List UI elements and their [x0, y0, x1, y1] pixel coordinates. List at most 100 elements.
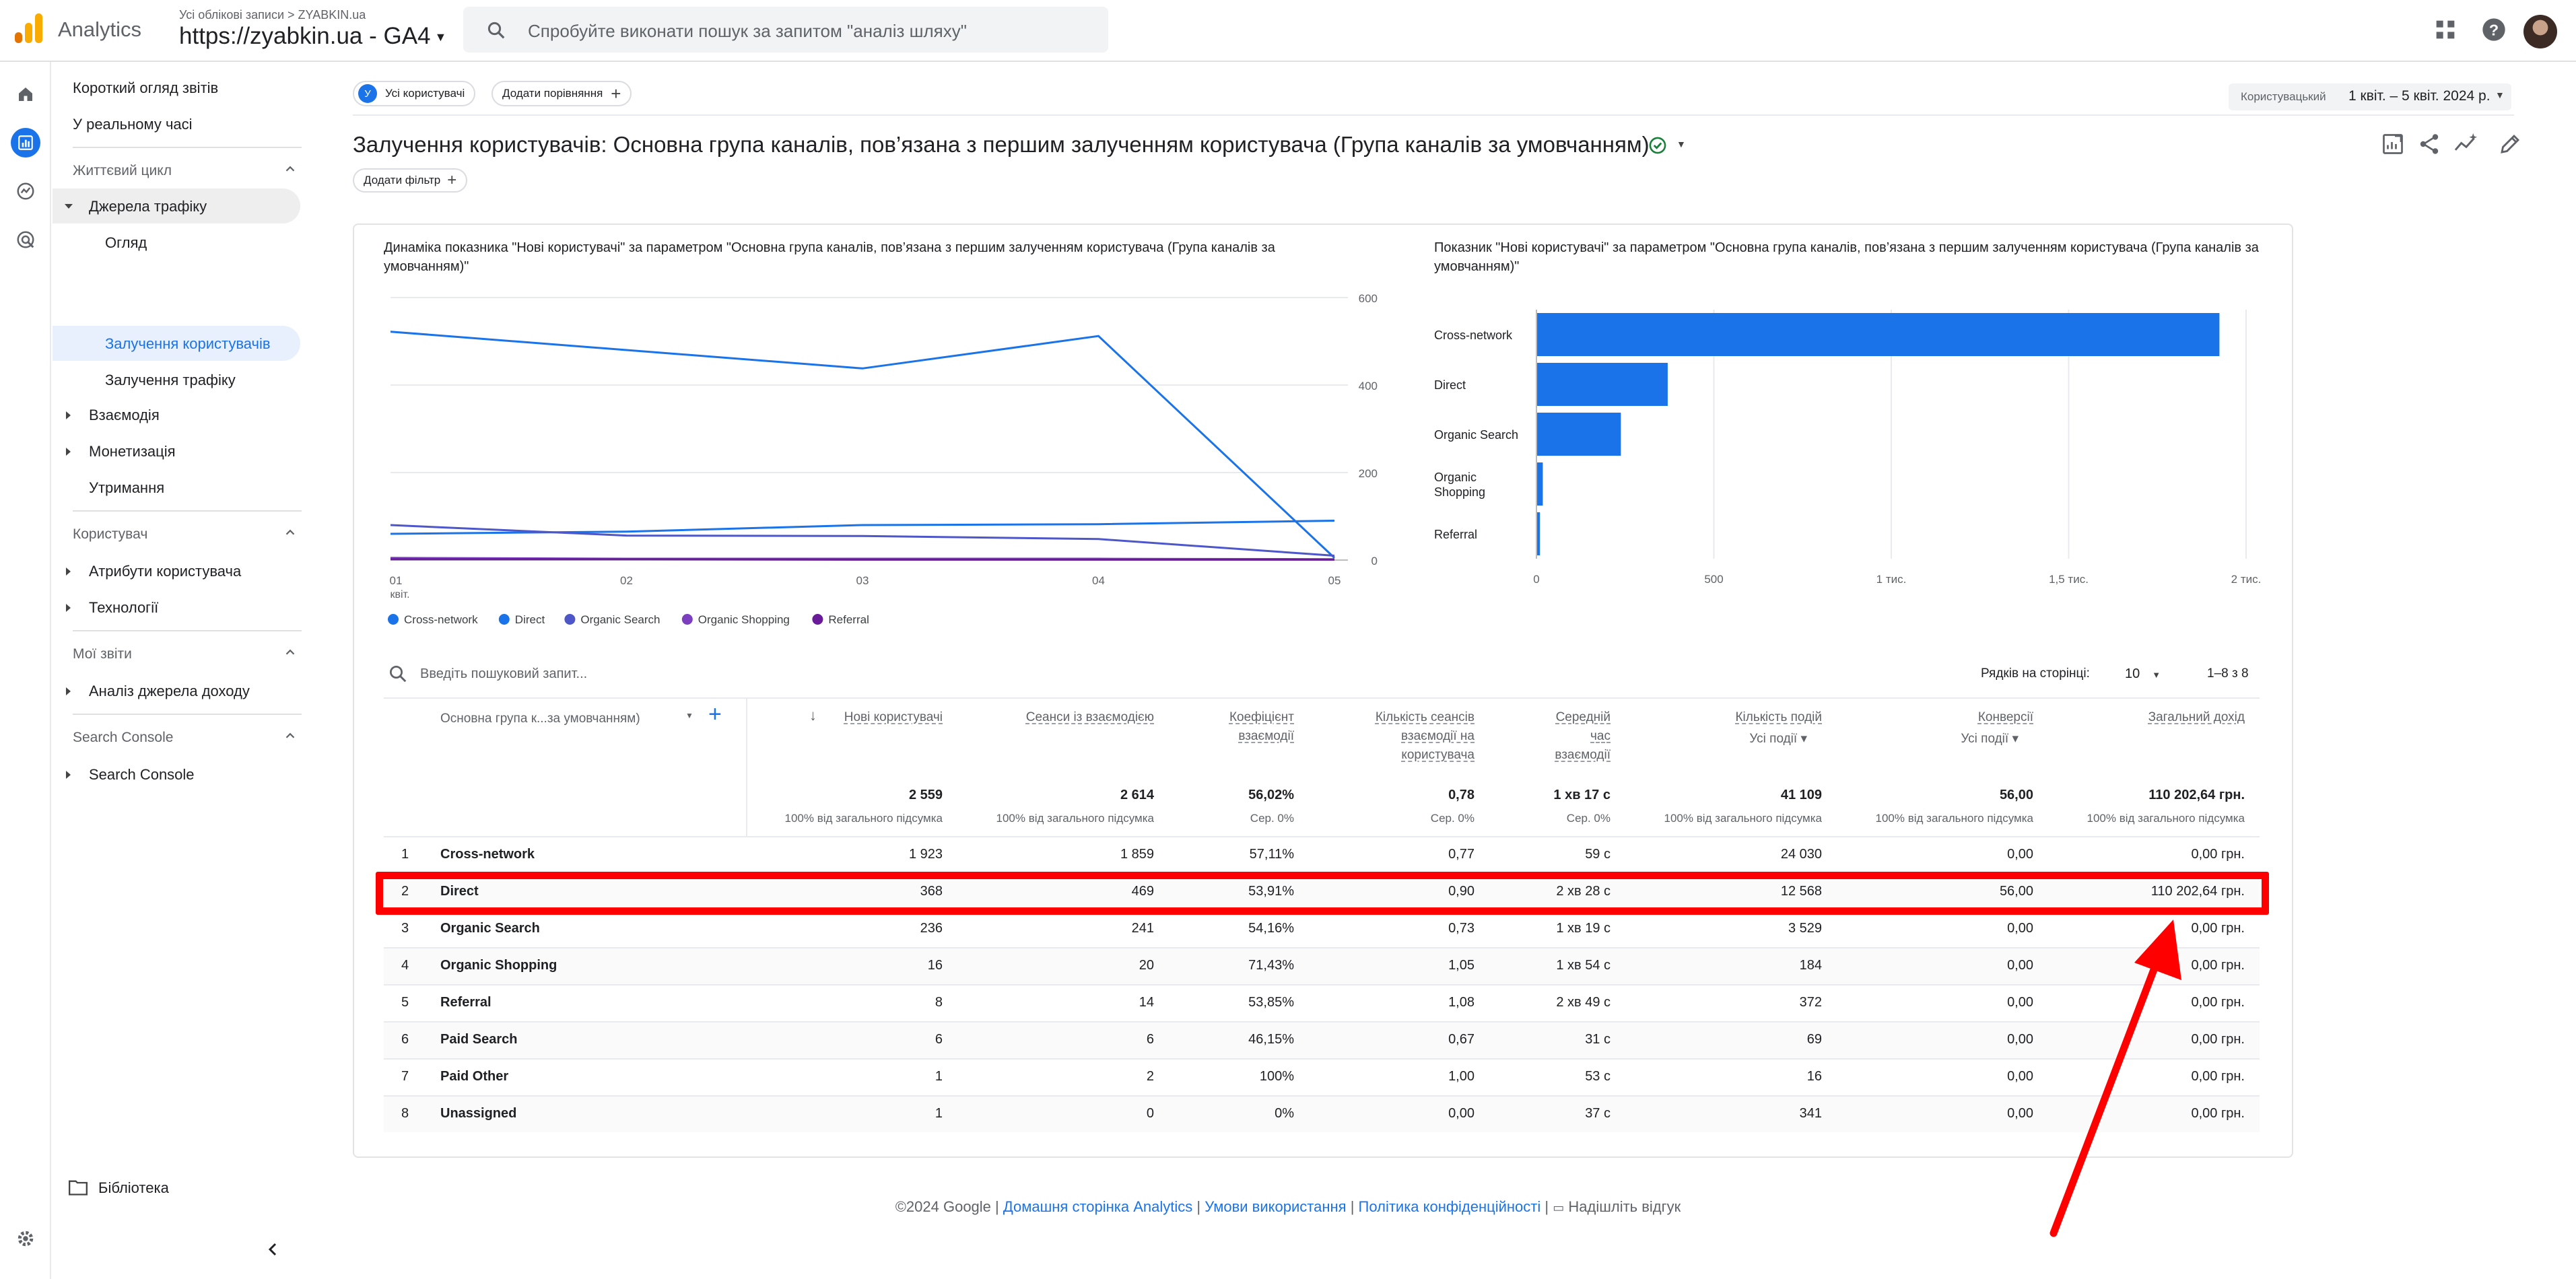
reports-icon[interactable] [11, 128, 40, 158]
expand-arrow-icon[interactable] [66, 411, 71, 419]
sidebar-item-revenue-analysis[interactable]: Аналіз джерела доходу [89, 683, 250, 699]
analytics-home-link[interactable]: Домашня сторінка Analytics [1003, 1198, 1193, 1215]
table-search-input[interactable]: Введіть пошуковий запит... [420, 666, 588, 681]
metric-header[interactable]: час [1590, 729, 1611, 743]
line-chart[interactable]: 600 400 200 0 01 02 03 04 05 квіт. Cross-network Di… [384, 283, 1394, 633]
section-my-reports[interactable]: Мої звіти [73, 646, 304, 662]
settings-gear-icon[interactable] [11, 1224, 40, 1253]
sidebar-item-traffic-acquisition[interactable]: Залучення трафіку [105, 372, 236, 388]
section-user[interactable]: Користувач [73, 526, 304, 543]
sidebar-item-acquisition[interactable]: Джерела трафіку [89, 198, 207, 215]
row-metric-value: 31 с [1585, 1032, 1611, 1047]
total-value: 41 109 [1780, 788, 1822, 802]
metric-sub-selector[interactable]: Усі події ▾ [1961, 732, 2019, 746]
account-breadcrumb[interactable]: Усі облікові записи > ZYABKIN.ua [179, 8, 366, 22]
sidebar-item-user-acquisition-active[interactable]: Залучення користувачів [105, 335, 271, 352]
insights-icon[interactable] [2453, 132, 2479, 156]
expand-arrow-icon[interactable] [66, 567, 71, 576]
sidebar-item-monetization[interactable]: Монетизація [89, 443, 176, 460]
metric-header[interactable]: взаємодії [1555, 748, 1611, 762]
search-input[interactable]: Спробуйте виконати пошук за запитом "ана… [463, 7, 1108, 53]
help-icon[interactable]: ? [2480, 16, 2507, 43]
chevron-down-icon: ▼ [2152, 670, 2161, 680]
row-index: 1 [401, 847, 409, 862]
add-comparison-button[interactable]: Додати порівняння + [492, 81, 632, 106]
sidebar-item-engagement[interactable]: Взаємодія [89, 407, 160, 423]
row-index: 7 [401, 1069, 409, 1084]
avatar[interactable] [2523, 15, 2557, 48]
advertising-icon[interactable] [11, 225, 40, 254]
check-circle-icon [1649, 137, 1666, 154]
expand-arrow-icon[interactable] [66, 771, 71, 779]
apps-grid-icon[interactable] [2432, 16, 2459, 43]
metric-header[interactable]: користувача [1401, 748, 1475, 762]
metric-sub-selector[interactable]: Усі події ▾ [1749, 732, 1807, 746]
row-metric-value: 1 [935, 1069, 943, 1084]
rows-per-page-select[interactable]: 10 ▼ [2125, 666, 2161, 682]
section-lifecycle[interactable]: Життєвий цикл [73, 163, 304, 179]
property-selector[interactable]: https://zyabkin.ua - GA4 ▼ [179, 23, 446, 50]
metric-header[interactable]: Коефіцієнт [1229, 710, 1294, 724]
terms-link[interactable]: Умови використання [1205, 1198, 1347, 1215]
date-range-picker[interactable]: Користувацький 1 квіт. – 5 квіт. 2024 р.… [2229, 83, 2511, 110]
expand-arrow-icon[interactable] [65, 204, 73, 209]
sidebar-item-overview[interactable]: Огляд [105, 234, 147, 251]
all-users-chip[interactable]: У Усі користувачі [353, 81, 476, 106]
metric-header[interactable]: Нові користувачі [844, 710, 943, 724]
date-range: 1 квіт. – 5 квіт. 2024 р. [2348, 88, 2490, 104]
row-index: 6 [401, 1032, 409, 1047]
dimension-header[interactable]: Основна група к...за умовчанням) [440, 712, 640, 726]
add-dimension-icon[interactable]: + [708, 701, 722, 727]
sidebar-item-user-attributes[interactable]: Атрибути користувача [89, 563, 242, 580]
row-metric-value: 1,05 [1448, 958, 1475, 973]
sidebar-item-library[interactable]: Бібліотека [98, 1179, 169, 1196]
sort-arrow-icon: ↓ [809, 707, 817, 724]
analytics-logo-icon[interactable] [15, 13, 43, 43]
row-metric-value: 56,00 [1999, 884, 2033, 899]
metric-header[interactable]: Середній [1555, 710, 1611, 724]
title-dropdown-icon[interactable]: ▼ [1676, 139, 1686, 149]
expand-arrow-icon[interactable] [66, 687, 71, 695]
sidebar-item-retention[interactable]: Утримання [89, 479, 165, 496]
total-value: 2 614 [1120, 788, 1154, 802]
add-filter-button[interactable]: Додати фільтр + [353, 168, 468, 193]
app-name[interactable]: Analytics [58, 18, 142, 41]
row-metric-value: 54,16% [1248, 921, 1294, 936]
sidebar-item-search-console[interactable]: Search Console [89, 766, 195, 783]
collapse-chevron-icon[interactable] [265, 1240, 281, 1259]
total-value: 2 559 [908, 788, 943, 802]
row-index: 8 [401, 1106, 409, 1121]
legend-label: Cross-network [404, 613, 478, 626]
expand-arrow-icon[interactable] [66, 448, 71, 456]
legend-label: Organic Shopping [698, 613, 790, 626]
row-metric-value: 0,77 [1448, 847, 1475, 862]
explore-icon[interactable] [11, 176, 40, 206]
bar-chart[interactable]: 0 500 1 тис. 1,5 тис. 2 тис. Cross-network Dir… [1427, 283, 2289, 606]
metric-header[interactable]: Загальний дохід [2148, 710, 2245, 724]
metric-header[interactable]: взаємодії на [1401, 729, 1475, 743]
row-metric-value: 16 [927, 958, 943, 973]
sidebar-item-snapshot[interactable]: Короткий огляд звітів [73, 79, 219, 96]
section-search-console[interactable]: Search Console [73, 730, 304, 746]
metric-header[interactable]: Конверсії [1977, 710, 2033, 724]
privacy-link[interactable]: Політика конфіденційності [1358, 1198, 1541, 1215]
reports-sidebar: Короткий огляд звітів У реальному часі Ж… [53, 62, 310, 1279]
expand-arrow-icon[interactable] [66, 604, 71, 612]
customize-report-icon[interactable] [2381, 132, 2405, 156]
chevron-up-icon [285, 166, 295, 172]
feedback-button[interactable]: ▭ Надішліть відгук [1553, 1198, 1681, 1215]
legend-swatch [681, 614, 693, 625]
share-icon[interactable] [2417, 132, 2441, 156]
metric-header[interactable]: Сеанси із взаємодією [1025, 710, 1154, 724]
bar-organic-shopping [1537, 462, 1543, 506]
metric-header[interactable]: Кількість подій [1735, 710, 1822, 724]
home-icon[interactable] [11, 79, 40, 109]
plus-icon: + [447, 171, 457, 189]
metric-header[interactable]: взаємодії [1238, 729, 1294, 743]
metric-header[interactable]: Кількість сеансів [1375, 710, 1475, 724]
row-metric-value: 0 [1146, 1106, 1154, 1121]
sidebar-item-realtime[interactable]: У реальному часі [73, 116, 193, 133]
sidebar-item-tech[interactable]: Технології [89, 599, 159, 616]
row-dimension-value: Paid Other [440, 1069, 509, 1084]
edit-pencil-icon[interactable] [2498, 132, 2522, 156]
